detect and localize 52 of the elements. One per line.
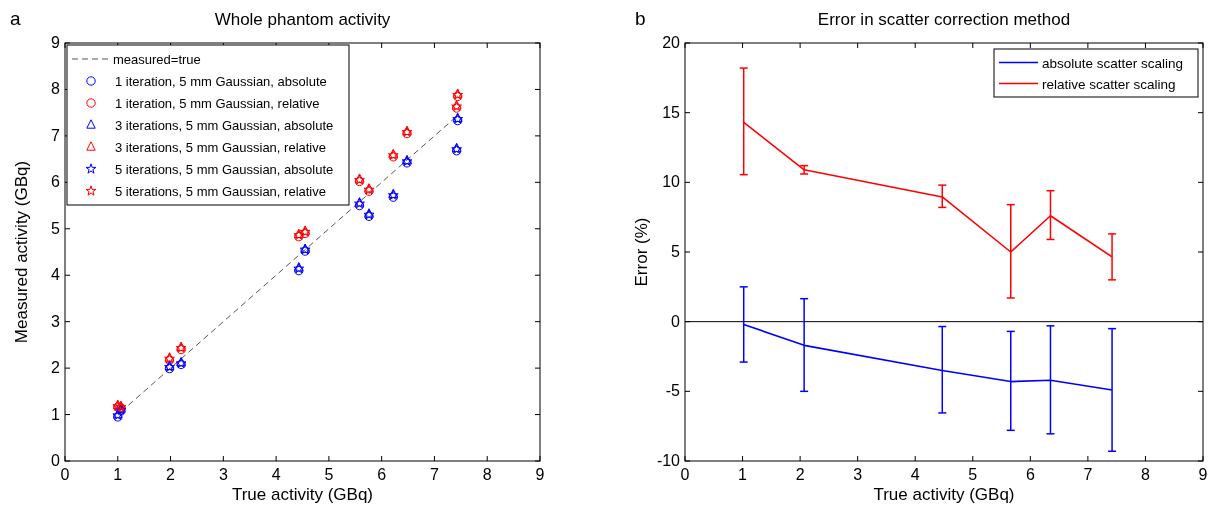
legend-label: measured=true [113, 52, 201, 67]
x-tick-label: 5 [324, 466, 334, 483]
x-tick-label: 6 [377, 466, 387, 483]
x-tick-label: 4 [271, 466, 281, 483]
y-tick-label: 20 [662, 34, 681, 51]
y-tick-label: -5 [665, 382, 681, 400]
chart-title: Whole phantom activity [214, 10, 391, 29]
legend-label: 5 iterations, 5 mm Gaussian, absolute [115, 162, 334, 177]
x-tick-label: 3 [218, 466, 228, 483]
x-tick-label: 9 [535, 466, 545, 483]
y-tick-label: 0 [51, 452, 61, 469]
legend-label: 5 iterations, 5 mm Gaussian, relative [115, 184, 326, 199]
x-tick-label: 9 [1198, 466, 1208, 483]
x-tick-label: 7 [429, 466, 439, 483]
x-tick-label: 2 [166, 466, 176, 483]
x-tick-label: 5 [968, 466, 978, 483]
x-axis-title: True activity (GBq) [873, 485, 1015, 504]
x-tick-label: 1 [113, 466, 123, 483]
chart-title: Error in scatter correction method [817, 10, 1071, 29]
y-tick-label: 8 [51, 80, 61, 98]
y-tick-label: 5 [671, 243, 681, 260]
legend-label: 3 iterations, 5 mm Gaussian, absolute [115, 118, 334, 133]
y-tick-label: 6 [51, 173, 61, 191]
y-tick-label: 15 [662, 103, 681, 121]
legend-label: 1 iteration, 5 mm Gaussian, relative [115, 96, 320, 111]
x-tick-label: 1 [738, 466, 748, 483]
x-tick-label: 2 [795, 466, 805, 483]
legend-label: 1 iteration, 5 mm Gaussian, absolute [115, 74, 327, 89]
y-tick-label: 3 [51, 312, 61, 330]
x-tick-label: 8 [482, 466, 492, 483]
y-axis-title: Measured activity (GBq) [12, 160, 31, 344]
y-tick-label: 9 [51, 34, 61, 51]
y-tick-label: 1 [51, 405, 61, 423]
x-tick-label: 4 [910, 466, 920, 483]
x-tick-label: 8 [1140, 466, 1150, 483]
y-tick-label: 10 [662, 173, 681, 191]
legend-label: relative scatter scaling [1042, 76, 1176, 92]
x-tick-label: 6 [1025, 466, 1035, 483]
y-axis-title: Error (%) [632, 217, 651, 287]
y-tick-label: 7 [51, 126, 61, 144]
legend-label: 3 iterations, 5 mm Gaussian, relative [115, 140, 326, 155]
text: b [635, 8, 646, 29]
text: a [10, 8, 21, 29]
legend-label: absolute scatter scaling [1042, 55, 1184, 71]
y-tick-label: 2 [51, 359, 61, 377]
x-tick-label: 3 [853, 466, 863, 483]
y-tick-label: -10 [656, 452, 681, 469]
x-tick-label: 7 [1083, 466, 1093, 483]
y-tick-label: 5 [51, 219, 61, 237]
y-tick-label: 0 [671, 312, 681, 330]
x-axis-title: True activity (GBq) [231, 485, 374, 504]
y-tick-label: 4 [51, 266, 61, 284]
